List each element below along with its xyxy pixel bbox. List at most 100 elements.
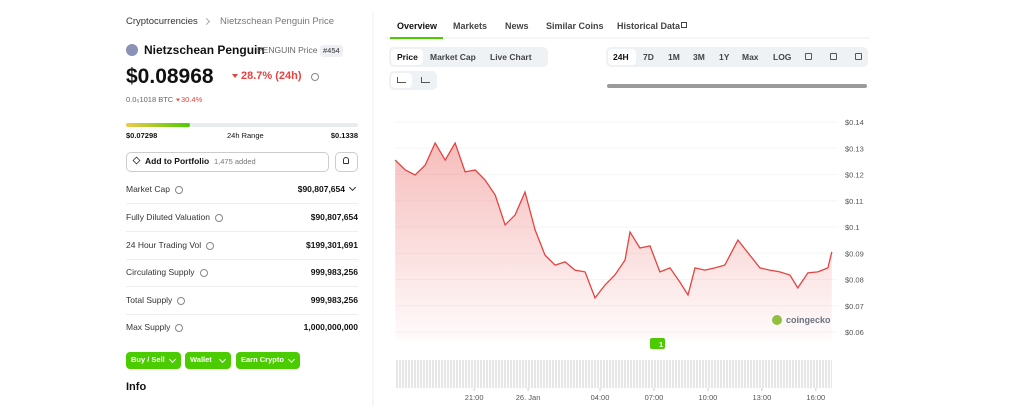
down-arrow bbox=[232, 74, 238, 78]
action-label: Buy / Sell bbox=[131, 355, 165, 364]
y-tick-label: $0.11 bbox=[845, 197, 863, 206]
action-label: Earn Crypto bbox=[241, 355, 284, 364]
x-tick-label: 07:00 bbox=[645, 393, 664, 402]
toolbar-icon[interactable] bbox=[855, 53, 862, 60]
x-tick-label: 16:00 bbox=[806, 393, 825, 402]
y-tick-label: $0.07 bbox=[845, 302, 864, 311]
row-divider bbox=[126, 314, 358, 315]
portfolio-label: Add to Portfolio bbox=[145, 156, 210, 166]
y-tick-label: $0.08 bbox=[845, 276, 864, 285]
y-tick-label: $0.1 bbox=[845, 223, 860, 232]
info-icon bbox=[206, 242, 215, 250]
row-divider bbox=[126, 286, 358, 287]
external-icon bbox=[681, 22, 687, 28]
tab[interactable]: Markets bbox=[453, 21, 488, 31]
info-icon bbox=[199, 269, 208, 277]
stat-value: 999,983,256 bbox=[310, 295, 358, 305]
stat-value: $90,807,654 bbox=[310, 212, 358, 222]
view-icon[interactable] bbox=[421, 77, 430, 83]
portfolio-count: 1,475 added bbox=[214, 157, 256, 166]
btc-price: 0.0₅1018 BTC bbox=[126, 95, 174, 104]
mode-active bbox=[391, 49, 423, 65]
range-option[interactable]: 3M bbox=[693, 52, 705, 62]
chart-mode[interactable]: Price bbox=[397, 52, 418, 62]
price-line bbox=[394, 141, 833, 300]
coin-name: Nietzschean Penguin bbox=[144, 43, 265, 57]
info-icon bbox=[174, 186, 183, 194]
y-tick-label: $0.12 bbox=[845, 171, 864, 180]
price-change: 28.7% (24h) bbox=[241, 70, 302, 82]
bell-button[interactable] bbox=[335, 152, 358, 172]
bell-icon bbox=[343, 157, 349, 164]
range-option[interactable]: 7D bbox=[643, 52, 654, 62]
range-option[interactable]: 1M bbox=[668, 52, 680, 62]
range-option[interactable]: LOG bbox=[773, 52, 792, 62]
toolbar-icon[interactable] bbox=[830, 53, 837, 60]
stat-label: Total Supply bbox=[126, 295, 173, 305]
coin-icon bbox=[126, 44, 138, 56]
stat-label: Circulating Supply bbox=[126, 267, 195, 277]
stat-label: Max Supply bbox=[126, 322, 171, 332]
tab[interactable]: Similar Coins bbox=[546, 21, 604, 31]
y-tick-label: $0.06 bbox=[845, 328, 864, 337]
breadcrumb-link[interactable]: Cryptocurrencies bbox=[126, 16, 198, 27]
coin-symbol: PENGUIN Price bbox=[257, 45, 318, 55]
price: $0.08968 bbox=[126, 65, 214, 88]
y-tick-label: $0.13 bbox=[845, 144, 864, 153]
row-divider bbox=[126, 231, 358, 232]
range-group bbox=[606, 47, 868, 67]
view-active[interactable] bbox=[391, 73, 412, 88]
stat-label: 24 Hour Trading Vol bbox=[126, 240, 202, 250]
info-icon bbox=[175, 324, 184, 332]
watermark: coingecko bbox=[786, 315, 831, 325]
badge-box bbox=[650, 338, 665, 349]
action-button[interactable] bbox=[236, 352, 300, 369]
price-area bbox=[395, 143, 832, 340]
chart-mode[interactable]: Live Chart bbox=[490, 52, 532, 62]
action-button[interactable] bbox=[185, 352, 231, 369]
info-icon bbox=[214, 214, 223, 222]
x-tick-label: 10:00 bbox=[699, 393, 718, 402]
portfolio-button[interactable] bbox=[126, 152, 329, 172]
stat-value: 999,983,256 bbox=[310, 267, 358, 277]
range-track bbox=[126, 123, 358, 127]
range-label: 24h Range bbox=[227, 131, 264, 140]
range-fill bbox=[126, 123, 190, 127]
action-label: Wallet bbox=[190, 355, 212, 364]
y-tick-label: $0.09 bbox=[845, 249, 864, 258]
view-icon bbox=[397, 77, 406, 83]
badge-count: 1 bbox=[659, 340, 663, 349]
x-tick-label: 26. Jan bbox=[516, 393, 541, 402]
x-tick-label: 13:00 bbox=[752, 393, 771, 402]
info-icon bbox=[311, 73, 319, 81]
y-tick-label: $0.14 bbox=[845, 118, 864, 127]
stat-label: Market Cap bbox=[126, 184, 170, 194]
range-low: $0.07298 bbox=[126, 131, 158, 140]
row-divider bbox=[126, 259, 358, 260]
tab[interactable]: Overview bbox=[397, 21, 438, 31]
row-divider bbox=[126, 203, 358, 204]
toolbar-icon[interactable] bbox=[805, 53, 812, 60]
btc-change: 30.4% bbox=[181, 95, 203, 104]
range-active bbox=[608, 49, 636, 65]
scrollbar bbox=[607, 84, 867, 88]
stat-value: $199,301,691 bbox=[306, 240, 358, 250]
tab[interactable]: News bbox=[505, 21, 529, 31]
info-icon bbox=[177, 297, 186, 305]
range-option[interactable]: 24H bbox=[613, 52, 629, 62]
range-option[interactable]: Max bbox=[742, 52, 759, 62]
stat-label: Fully Diluted Valuation bbox=[126, 212, 210, 222]
mode-group bbox=[389, 47, 548, 67]
breadcrumb-current: Nietzschean Penguin Price bbox=[220, 16, 335, 27]
tab[interactable]: Historical Data bbox=[617, 21, 681, 31]
down-arrow bbox=[175, 98, 181, 102]
stat-value: $90,807,654 bbox=[297, 184, 345, 194]
range-high: $0.1338 bbox=[330, 131, 358, 140]
x-tick-label: 04:00 bbox=[591, 393, 610, 402]
volume-bars bbox=[395, 360, 832, 388]
stat-value: 1,000,000,000 bbox=[303, 322, 358, 332]
action-button[interactable] bbox=[126, 352, 181, 369]
chart-mode[interactable]: Market Cap bbox=[430, 52, 476, 62]
range-option[interactable]: 1Y bbox=[719, 52, 730, 62]
